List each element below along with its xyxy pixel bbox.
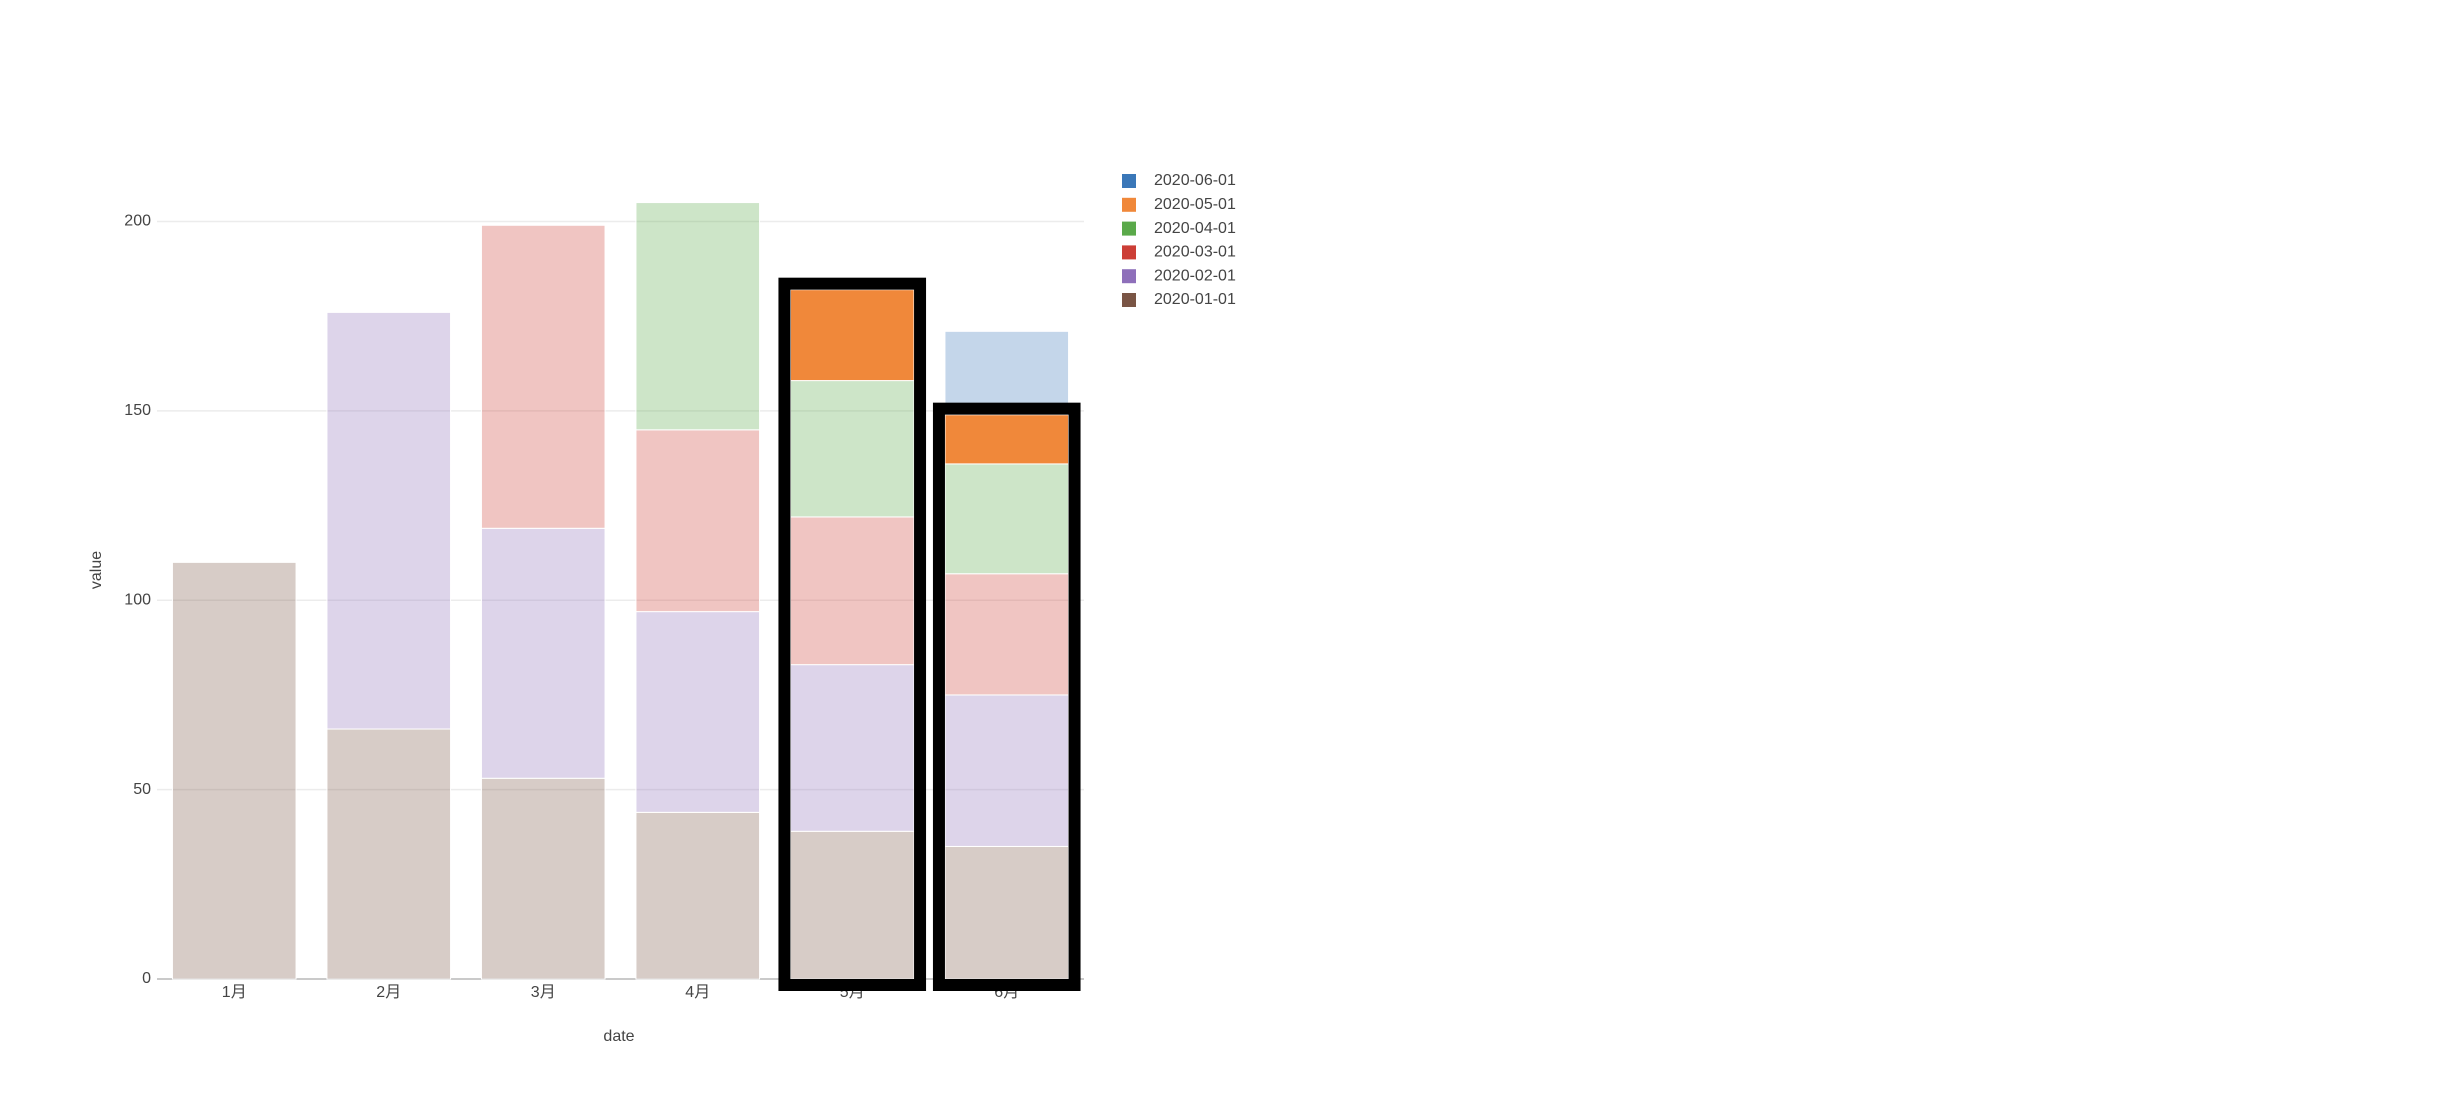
legend-swatch (1122, 269, 1136, 284)
bar-segment (944, 573, 1070, 696)
bar-segment (789, 664, 915, 832)
bar-segment (480, 777, 606, 980)
legend-label: 2020-03-01 (1154, 244, 1236, 261)
legend-swatch (1122, 174, 1136, 188)
bar-segment (944, 330, 1070, 416)
x-tick-label: 1月 (222, 984, 247, 1001)
selection-outline (778, 277, 927, 991)
bar-segment (326, 728, 452, 980)
bar-segment (635, 611, 761, 813)
x-tick-label: 2月 (376, 984, 401, 1001)
y-tick-label: 200 (124, 213, 151, 230)
bar-segment (326, 311, 452, 730)
bar-segment (635, 811, 761, 980)
bar-segment (944, 414, 1070, 465)
bar-segment (944, 694, 1070, 847)
bar-segment (171, 561, 297, 980)
legend-swatch (1122, 293, 1136, 307)
legend-swatch (1122, 197, 1136, 212)
bar-segment (789, 380, 915, 518)
legend-label: 2020-01-01 (1154, 291, 1236, 308)
bar-segment (635, 202, 761, 431)
x-tick-label: 4月 (685, 984, 710, 1001)
legend-label: 2020-04-01 (1154, 220, 1236, 237)
x-tick-label: 3月 (531, 984, 556, 1001)
bar-segment (480, 527, 606, 779)
legend-label: 2020-02-01 (1154, 267, 1236, 284)
legend-swatch (1122, 245, 1136, 260)
legend-swatch (1122, 221, 1136, 236)
y-tick-label: 100 (124, 591, 151, 608)
y-tick-label: 50 (133, 781, 151, 798)
bar-segment (944, 845, 1070, 980)
legend-label: 2020-05-01 (1154, 196, 1236, 213)
bar-segment (789, 830, 915, 980)
y-tick-label: 0 (142, 970, 151, 987)
x-axis-label: date (603, 1028, 634, 1045)
y-axis-label: value (88, 551, 105, 589)
legend-label: 2020-06-01 (1154, 172, 1236, 189)
bar-segment (789, 516, 915, 666)
selection-outline (932, 402, 1081, 992)
bar-segment (635, 429, 761, 613)
bar-segment (944, 463, 1070, 575)
bar-segment (480, 224, 606, 529)
y-tick-label: 150 (124, 402, 151, 419)
bar-segment (789, 289, 915, 382)
